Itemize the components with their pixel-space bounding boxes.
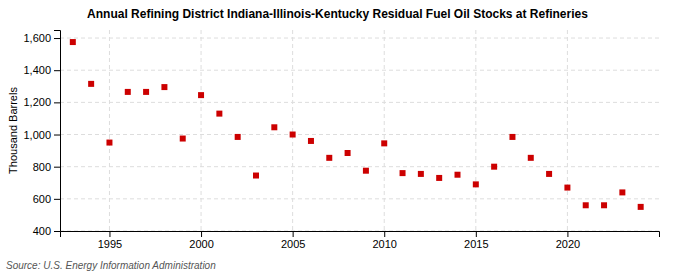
tick: 2005 [281, 231, 305, 250]
point [400, 170, 406, 176]
point [345, 150, 351, 156]
tick: 1,200 [23, 96, 60, 108]
tick-mark [54, 102, 60, 103]
tick-label: 1,400 [23, 64, 51, 76]
points [70, 39, 644, 210]
grid-line [475, 30, 476, 231]
tick: 400 [33, 225, 60, 237]
point [88, 81, 94, 87]
tick-mark [293, 231, 294, 237]
tick-label: 1,000 [23, 129, 51, 141]
point [546, 171, 552, 177]
tick: 1,400 [23, 64, 60, 76]
tick-mark [54, 199, 60, 200]
tick: 800 [33, 161, 60, 173]
grid-line [567, 30, 568, 231]
grid [60, 30, 659, 231]
title: Annual Refining District Indiana-Illinoi… [87, 7, 588, 21]
axis-line [61, 232, 660, 238]
tick-mark [54, 167, 60, 168]
point [125, 89, 131, 95]
point [528, 155, 534, 161]
point [509, 134, 515, 140]
point [161, 84, 167, 90]
tick-label: 1,600 [23, 32, 51, 44]
tick-label: 400 [33, 225, 51, 237]
tick-mark [54, 70, 60, 71]
tick-label: 1995 [98, 238, 122, 250]
point [381, 140, 387, 146]
tick: 2010 [372, 231, 396, 250]
tick: 1995 [98, 231, 122, 250]
tick-mark [54, 135, 60, 136]
tick-mark [109, 231, 110, 237]
plot: 1995 2000 2005 2010 2015 2020 400 600 800 1,000 1,… [23, 30, 659, 250]
grid-line [201, 30, 202, 231]
point [473, 181, 479, 187]
chart: 1995 2000 2005 2010 2015 2020 400 600 800 1,000 1,… [0, 0, 675, 275]
tick-label: 600 [33, 193, 51, 205]
point [308, 138, 314, 144]
point [601, 202, 607, 208]
point [455, 172, 461, 178]
tick-mark [201, 231, 202, 237]
tick-mark [476, 231, 477, 237]
tick-label: 2010 [372, 238, 396, 250]
grid-line [60, 38, 659, 39]
tick: 2000 [189, 231, 213, 250]
point [491, 164, 497, 170]
x-axis: 1995 2000 2005 2010 2015 2020 [61, 231, 660, 250]
point [216, 111, 222, 117]
point [235, 134, 241, 140]
tick-mark [54, 231, 60, 232]
tick: 1,600 [23, 32, 60, 44]
point [418, 171, 424, 177]
tick: 2015 [464, 231, 488, 250]
point [363, 168, 369, 174]
point [619, 189, 625, 195]
grid-line [60, 70, 659, 71]
grid-line [60, 102, 659, 103]
point [638, 204, 644, 210]
tick-mark [54, 38, 60, 39]
grid-line [60, 134, 659, 135]
point [290, 132, 296, 138]
tick-label: 2020 [556, 238, 580, 250]
axis-line [54, 31, 61, 232]
grid-line [292, 30, 293, 231]
tick-label: 2005 [281, 238, 305, 250]
tick: 2020 [556, 231, 580, 250]
tick-label: 1,200 [23, 96, 51, 108]
point [583, 202, 589, 208]
y-axis-title: Thousand Barrels [7, 87, 19, 174]
grid-line [109, 30, 110, 231]
tick-mark [384, 231, 385, 237]
tick: 600 [33, 193, 60, 205]
grid-line [60, 198, 659, 199]
point [326, 155, 332, 161]
point [271, 124, 277, 130]
tick-label: 800 [33, 161, 51, 173]
tick-mark [567, 231, 568, 237]
point [180, 136, 186, 142]
tick-label: 2000 [189, 238, 213, 250]
point [106, 140, 112, 146]
point [198, 92, 204, 98]
source: Source: U.S. Energy Information Administ… [6, 260, 216, 271]
tick-label: 2015 [464, 238, 488, 250]
point [253, 173, 259, 179]
point [436, 175, 442, 181]
grid-line [384, 30, 385, 231]
grid-line [60, 166, 659, 167]
point [143, 89, 149, 95]
y-axis: 400 600 800 1,000 1,200 1,400 1,600 [23, 31, 60, 238]
tick: 1,000 [23, 129, 60, 141]
point [564, 185, 570, 191]
point [70, 39, 76, 45]
